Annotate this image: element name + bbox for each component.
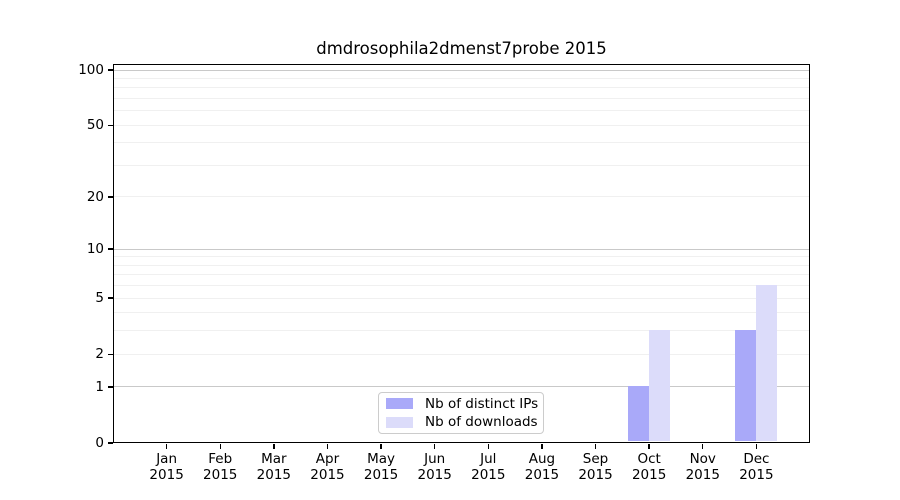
- minor-gridline: [114, 285, 809, 287]
- legend-item-downloads: Nb of downloads: [386, 414, 543, 430]
- y-tick-mark: [108, 196, 113, 198]
- minor-gridline: [114, 110, 809, 112]
- y-tick-mark: [108, 386, 113, 388]
- x-tick-label-jun: Jun 2015: [417, 451, 452, 483]
- minor-gridline: [114, 312, 809, 314]
- major-gridline: [114, 386, 809, 388]
- major-gridline: [114, 248, 809, 250]
- chart-title: dmdrosophila2dmenst7probe 2015: [316, 39, 607, 58]
- major-gridline: [114, 69, 809, 71]
- x-tick-mark: [380, 444, 382, 449]
- y-tick-mark: [108, 442, 113, 444]
- y-tick-mark: [108, 69, 113, 71]
- minor-gridline: [114, 87, 809, 89]
- x-tick-label-feb: Feb 2015: [203, 451, 238, 483]
- bar-distinct-ips-oct: [627, 386, 649, 441]
- y-tick-label: 20: [86, 188, 104, 205]
- x-tick-mark: [487, 444, 489, 449]
- x-tick-label-jul: Jul 2015: [471, 451, 506, 483]
- x-tick-mark: [219, 444, 221, 449]
- y-tick-label: 2: [95, 346, 104, 363]
- x-tick-mark: [594, 444, 597, 449]
- y-tick-mark: [108, 248, 113, 250]
- minor-gridline: [114, 264, 809, 266]
- y-tick-mark: [108, 353, 113, 355]
- y-tick-mark: [108, 297, 113, 299]
- x-tick-mark: [433, 444, 436, 449]
- minor-gridline: [114, 353, 809, 355]
- x-tick-mark: [541, 444, 543, 449]
- minor-gridline: [114, 256, 809, 258]
- x-tick-label-aug: Aug 2015: [524, 451, 560, 483]
- legend-item-distinct-ips: Nb of distinct IPs: [386, 396, 543, 412]
- legend-label-distinct-ips: Nb of distinct IPs: [425, 395, 539, 412]
- y-tick-label: 0: [95, 435, 104, 451]
- x-tick-mark: [702, 444, 704, 449]
- x-tick-label-sep: Sep 2015: [578, 451, 613, 483]
- minor-gridline: [114, 77, 809, 79]
- x-tick-label-apr: Apr 2015: [310, 451, 345, 483]
- y-tick-label: 10: [86, 241, 104, 258]
- minor-gridline: [114, 124, 809, 126]
- x-tick-label-nov: Nov 2015: [685, 451, 720, 483]
- legend-label-downloads: Nb of downloads: [425, 414, 538, 431]
- y-tick-label: 1: [95, 378, 104, 395]
- x-tick-label-may: May 2015: [363, 451, 399, 483]
- x-tick-label-oct: Oct 2015: [631, 451, 667, 483]
- minor-gridline: [114, 274, 809, 276]
- x-tick-mark: [273, 444, 275, 449]
- x-tick-label-mar: Mar 2015: [256, 451, 292, 483]
- y-tick-mark: [108, 124, 113, 126]
- minor-gridline: [114, 297, 809, 299]
- minor-gridline: [114, 142, 809, 144]
- bar-distinct-ips-dec: [734, 330, 756, 441]
- x-tick-mark: [165, 444, 168, 449]
- legend-swatch-distinct-ips-icon: [386, 398, 413, 410]
- y-tick-label: 5: [95, 290, 104, 307]
- bar-downloads-dec: [755, 285, 777, 441]
- bar-downloads-oct: [648, 330, 670, 441]
- legend: Nb of distinct IPs Nb of downloads: [378, 392, 544, 434]
- x-tick-label-jan: Jan 2015: [149, 451, 184, 483]
- minor-gridline: [114, 164, 809, 166]
- y-tick-label: 100: [78, 62, 104, 78]
- plot-area: [113, 64, 810, 443]
- minor-gridline: [114, 97, 809, 99]
- x-tick-label-dec: Dec 2015: [739, 451, 774, 483]
- legend-swatch-downloads-icon: [386, 416, 413, 428]
- x-tick-mark: [755, 444, 758, 449]
- x-tick-mark: [326, 444, 329, 449]
- y-tick-label: 50: [86, 117, 104, 134]
- minor-gridline: [114, 330, 809, 332]
- x-tick-mark: [648, 444, 650, 449]
- minor-gridline: [114, 196, 809, 198]
